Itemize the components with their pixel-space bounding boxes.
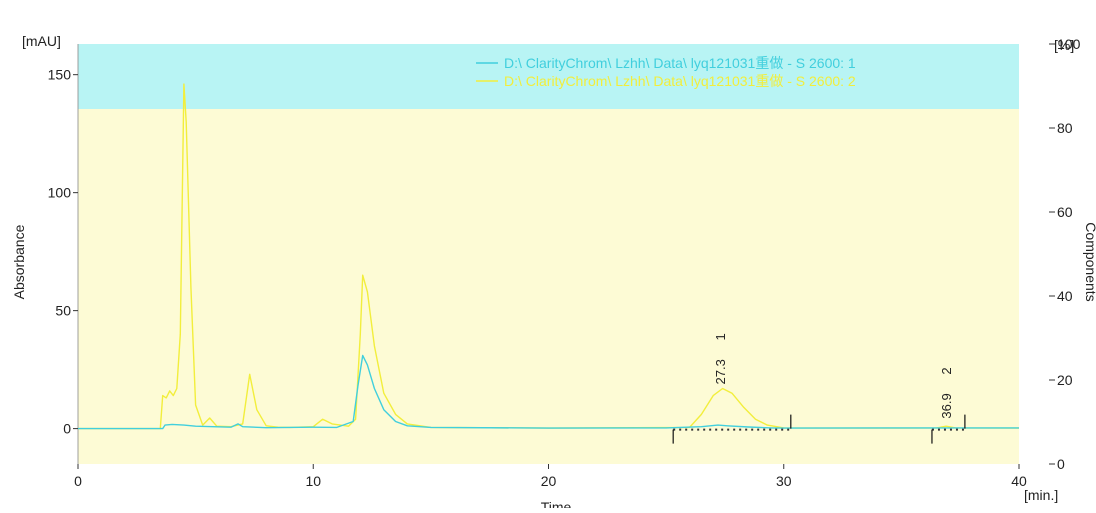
legend-label: D:\ ClarityChrom\ Lzhh\ Data\ lyq121031重… bbox=[504, 55, 856, 71]
x-tick-label: 0 bbox=[74, 473, 82, 489]
y2-tick-label: 100 bbox=[1057, 36, 1081, 52]
peak-id-label: 2 bbox=[939, 367, 954, 374]
y2-tick-label: 60 bbox=[1057, 204, 1073, 220]
peak-retention-label: 36.9 bbox=[939, 393, 954, 418]
plot-background bbox=[78, 44, 1019, 464]
y-tick-label: 0 bbox=[63, 421, 71, 437]
peak-id-label: 1 bbox=[713, 333, 728, 340]
x-axis-title: Time bbox=[541, 499, 572, 508]
series-line bbox=[78, 354, 1019, 430]
y2-tick-label: 40 bbox=[1057, 288, 1073, 304]
x-tick-label: 10 bbox=[305, 473, 321, 489]
y2-tick-label: 20 bbox=[1057, 372, 1073, 388]
y-unit-label: [mAU] bbox=[22, 33, 61, 49]
x-tick-label: 20 bbox=[541, 473, 557, 489]
x-tick-label: 40 bbox=[1011, 473, 1027, 489]
peak-retention-label: 27.3 bbox=[713, 359, 728, 384]
y2-axis-title: Components bbox=[1083, 222, 1096, 301]
y-tick-label: 100 bbox=[48, 185, 72, 201]
legend-background bbox=[78, 44, 1019, 109]
y-tick-label: 50 bbox=[55, 303, 71, 319]
y2-unit-label: [%] bbox=[1054, 37, 1074, 53]
y-axis-title: Absorbance bbox=[11, 224, 27, 299]
legend: D:\ ClarityChrom\ Lzhh\ Data\ lyq121031重… bbox=[476, 55, 856, 89]
axes-layer: 0 50 100 150 0 20 40 60 80 100 0 10 20 30 40 [mAU] Absor… bbox=[11, 33, 1096, 513]
y2-tick-label: 80 bbox=[1057, 120, 1073, 136]
x-tick-label: 30 bbox=[776, 473, 792, 489]
legend-label: D:\ ClarityChrom\ Lzhh\ Data\ lyq121031重… bbox=[504, 73, 856, 89]
series-layer bbox=[78, 83, 1020, 430]
y2-tick-label: 0 bbox=[1057, 456, 1065, 472]
y-tick-label: 150 bbox=[48, 67, 72, 83]
annotation-layer: 27.3 1 36.9 2 bbox=[672, 333, 966, 444]
series-line bbox=[78, 83, 1020, 430]
x-unit-label: [min.] bbox=[1024, 487, 1058, 503]
